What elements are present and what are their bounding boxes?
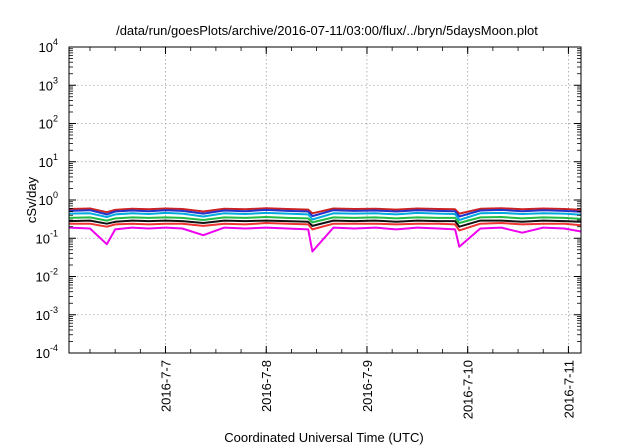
y-tick-label: 10-2 [36,267,58,285]
series-lines [68,207,582,253]
x-tick-label: 2016-7-8 [259,360,274,412]
y-tick-label: 101 [39,152,58,170]
x-axis-label: Coordinated Universal Time (UTC) [224,430,423,445]
y-tick-label: 100 [39,190,58,208]
y-tick-label: 102 [39,114,58,132]
x-tick-label: 2016-7-9 [360,360,375,412]
series-line-3 [68,211,582,221]
y-tick-label: 10-4 [36,343,58,361]
x-tick-label: 2016-7-10 [461,360,476,419]
series-line-6 [69,222,582,232]
y-axis-label: cSv/day [24,176,39,223]
y-tick-label: 103 [39,75,58,93]
series-line-4 [68,216,582,224]
grid [69,47,581,353]
y-tick-label: 10-1 [36,228,58,246]
axis-ticks: 10-4 10-3 10-2 10-1 100 101 102 103 104 2016-7-7 2… [36,37,581,419]
y-tick-label: 10-3 [36,305,58,323]
series-line-2 [68,208,582,218]
x-tick-label: 2016-7-7 [159,360,174,412]
y-tick-label: 104 [39,37,58,55]
x-tick-label: 2016-7-11 [561,360,576,418]
series-line-1 [68,207,582,215]
series-line-5 [68,219,582,228]
series-line-7 [68,226,582,253]
chart-title: /data/run/goesPlots/archive/2016-07-11/0… [116,23,538,38]
